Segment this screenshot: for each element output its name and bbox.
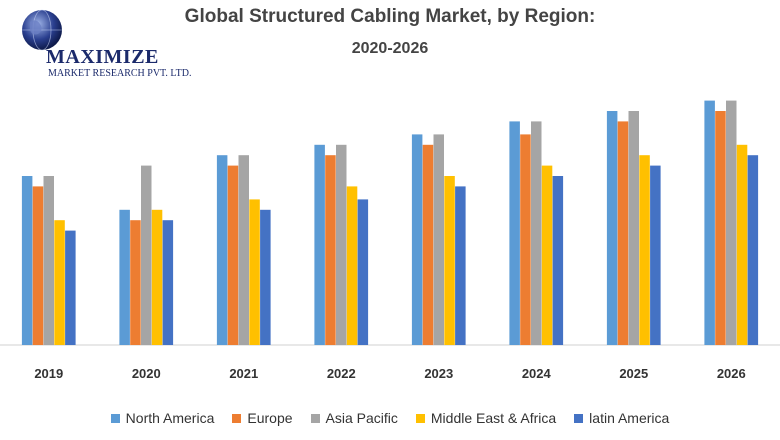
bar-2022-middle-east-africa	[346, 186, 358, 345]
x-tick-label: 2019	[34, 366, 63, 381]
bar-2020-middle-east-africa	[151, 209, 163, 345]
legend-swatch	[110, 413, 120, 423]
bar-2024-asia-pacific	[531, 121, 542, 346]
bar-chart: 2019 2020 2021 2022 2023 2024 2025 2026	[0, 100, 780, 381]
legend-swatch	[574, 413, 584, 423]
bar-2021-latin-america	[260, 209, 271, 345]
bar-2021-asia-pacific	[238, 155, 249, 345]
logo-name: MAXIMIZE	[46, 46, 159, 68]
bar-2019-latin-america	[65, 230, 76, 345]
bar-2023-latin-america	[455, 186, 466, 345]
legend-item: North America	[110, 410, 215, 426]
bar-2022-europe	[325, 155, 336, 345]
logo-subtitle: MARKET RESEARCH PVT. LTD.	[48, 68, 192, 79]
legend-swatch	[232, 413, 242, 423]
legend-item: Middle East & Africa	[415, 410, 557, 426]
globe-icon	[22, 9, 62, 51]
legend-label: Asia Pacific	[325, 410, 398, 426]
bar-2025-middle-east-africa	[639, 155, 650, 345]
bar-2022-latin-america	[357, 199, 369, 345]
bar-2024-middle-east-africa	[541, 165, 553, 345]
bar-2025-europe	[617, 121, 629, 346]
bar-2023-europe	[422, 144, 434, 345]
bar-2023-north-america	[411, 134, 423, 345]
bar-2019-asia-pacific	[43, 176, 54, 345]
x-tick-label: 2020	[132, 366, 161, 381]
bar-2021-north-america	[216, 155, 228, 345]
bar-2023-asia-pacific	[433, 134, 444, 345]
bar-2020-latin-america	[162, 220, 174, 345]
legend-item: Asia Pacific	[310, 410, 398, 426]
bar-2022-north-america	[314, 144, 325, 345]
legend-swatch	[415, 413, 425, 423]
bar-2024-north-america	[509, 121, 520, 346]
chart-title: Global Structured Cabling Market, by Reg…	[184, 6, 596, 27]
x-tick-label: 2023	[424, 366, 453, 381]
bar-2026-middle-east-africa	[736, 144, 748, 345]
legend-label: Middle East & Africa	[430, 410, 557, 426]
company-logo: MAXIMIZE MARKET RESEARCH PVT. LTD.	[14, 8, 204, 80]
bar-2020-asia-pacific	[141, 165, 152, 345]
legend-swatch	[310, 413, 320, 423]
bar-2020-north-america	[119, 209, 130, 345]
bar-2024-latin-america	[552, 176, 564, 345]
bar-2020-europe	[130, 220, 141, 345]
bar-2019-north-america	[21, 176, 33, 345]
x-tick-label: 2026	[717, 366, 746, 381]
bar-2019-europe	[32, 186, 44, 345]
x-tick-label: 2021	[229, 366, 258, 381]
x-tick-label: 2022	[327, 366, 356, 381]
legend-item: Europe	[232, 410, 293, 426]
legend-label: Europe	[247, 410, 293, 426]
x-tick-label: 2024	[522, 366, 552, 381]
legend-label: latin America	[589, 410, 670, 426]
bar-2022-asia-pacific	[336, 144, 347, 345]
bar-2025-latin-america	[650, 165, 661, 345]
bar-2026-asia-pacific	[726, 100, 737, 345]
bar-2019-middle-east-africa	[54, 220, 65, 345]
bar-2026-europe	[715, 111, 726, 345]
bar-2023-middle-east-africa	[444, 176, 455, 345]
bar-2025-asia-pacific	[628, 111, 639, 345]
bar-2021-middle-east-africa	[249, 199, 260, 345]
bar-2021-europe	[227, 165, 239, 345]
x-tick-label: 2025	[619, 366, 648, 381]
bar-2026-latin-america	[747, 155, 759, 345]
legend-label: North America	[125, 410, 215, 426]
bar-2026-north-america	[704, 100, 715, 345]
chart-legend: North America Europe Asia Pacific Middle Ea…	[0, 410, 780, 426]
bar-2024-europe	[520, 134, 531, 345]
chart-subtitle: 2020-2026	[351, 40, 429, 57]
legend-item: latin America	[574, 410, 669, 426]
bar-2025-north-america	[606, 111, 618, 345]
